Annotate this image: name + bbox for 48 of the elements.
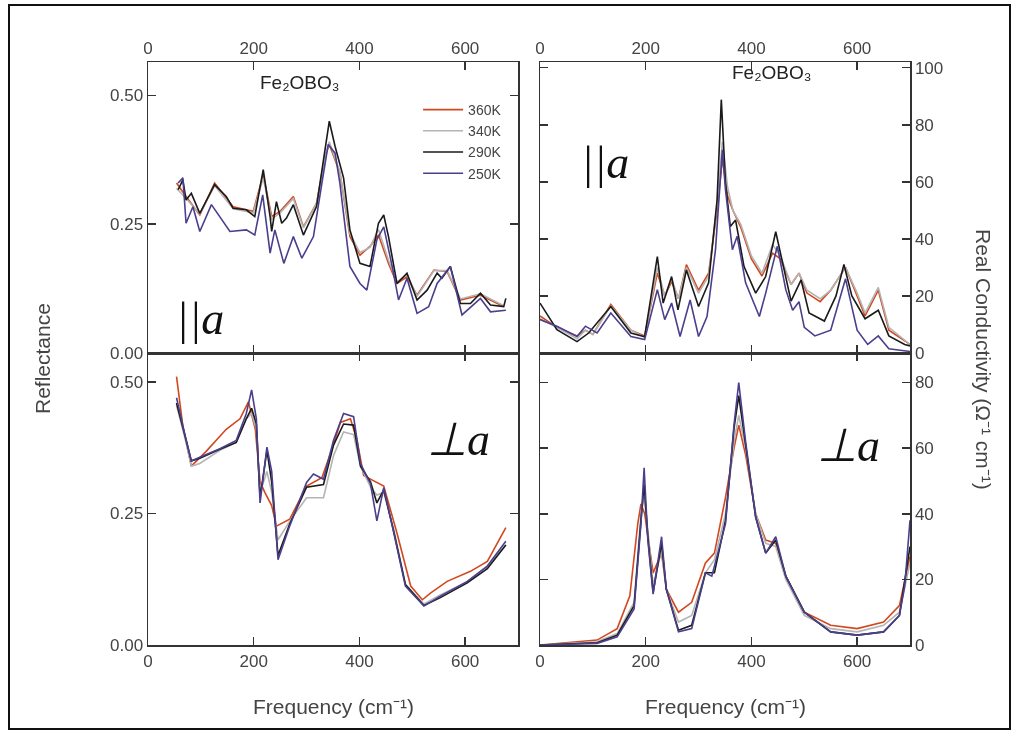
x-tick-label: 600 xyxy=(450,38,480,58)
y2-tick-label: 80 xyxy=(914,373,934,393)
y2-tick-label: 40 xyxy=(914,229,934,249)
annotation: ||a xyxy=(176,293,225,344)
y2-tick-label: 100 xyxy=(914,58,944,78)
y2-tick-label: 20 xyxy=(914,570,934,590)
x-tick-label: 200 xyxy=(631,38,660,58)
x-tick-label: 200 xyxy=(239,38,268,58)
annotation: ⊥a xyxy=(427,414,490,465)
y-tick-label: 0.00 xyxy=(110,635,144,655)
x-tick-label: 400 xyxy=(737,651,766,671)
x-axis-title: Frequency (cm⁻¹) xyxy=(253,695,415,718)
y2-tick-label: 20 xyxy=(914,286,934,306)
x-tick-label: 600 xyxy=(450,651,480,671)
x-tick-label: 400 xyxy=(737,38,766,58)
x-tick-label: 200 xyxy=(239,651,268,671)
annotation: ⊥a xyxy=(817,420,880,471)
y-tick-label: 0.50 xyxy=(110,372,144,392)
y-tick-label: 0.25 xyxy=(110,504,144,524)
annotation: Fe₂OBO₃ xyxy=(260,72,340,93)
y2-tick-label: 0 xyxy=(914,635,925,655)
y2-tick-label: 0 xyxy=(914,343,925,363)
y-tick-label: 0.00 xyxy=(110,343,144,363)
legend-label: 290K xyxy=(468,144,502,161)
y-axis-title: Reflectance xyxy=(31,303,54,414)
y2-tick-label: 60 xyxy=(914,439,934,459)
legend-label: 340K xyxy=(468,123,502,140)
x-tick-label: 0 xyxy=(535,38,545,58)
legend-label: 360K xyxy=(468,102,502,119)
y-tick-label: 0.25 xyxy=(110,215,144,235)
x-tick-label: 0 xyxy=(143,651,153,671)
x-tick-label: 200 xyxy=(631,651,660,671)
y2-tick-label: 40 xyxy=(914,504,934,524)
legend-label: 250K xyxy=(468,165,502,182)
y2-axis-title: Real Conductivity (Ω⁻¹ cm⁻¹) xyxy=(972,229,995,490)
y-tick-label: 0.50 xyxy=(110,86,144,106)
y2-tick-label: 60 xyxy=(914,172,934,192)
annotation: Fe₂OBO₃ xyxy=(732,62,812,83)
x-tick-label: 0 xyxy=(143,38,153,58)
line-series xyxy=(540,98,910,347)
annotation: ||a xyxy=(581,137,630,188)
x-tick-label: 0 xyxy=(535,651,545,671)
x-tick-label: 600 xyxy=(842,38,872,58)
x-tick-label: 600 xyxy=(842,651,872,671)
x-axis-title: Frequency (cm⁻¹) xyxy=(645,695,807,718)
x-tick-label: 400 xyxy=(345,38,374,58)
x-tick-label: 400 xyxy=(345,651,374,671)
y2-tick-label: 80 xyxy=(914,115,934,135)
